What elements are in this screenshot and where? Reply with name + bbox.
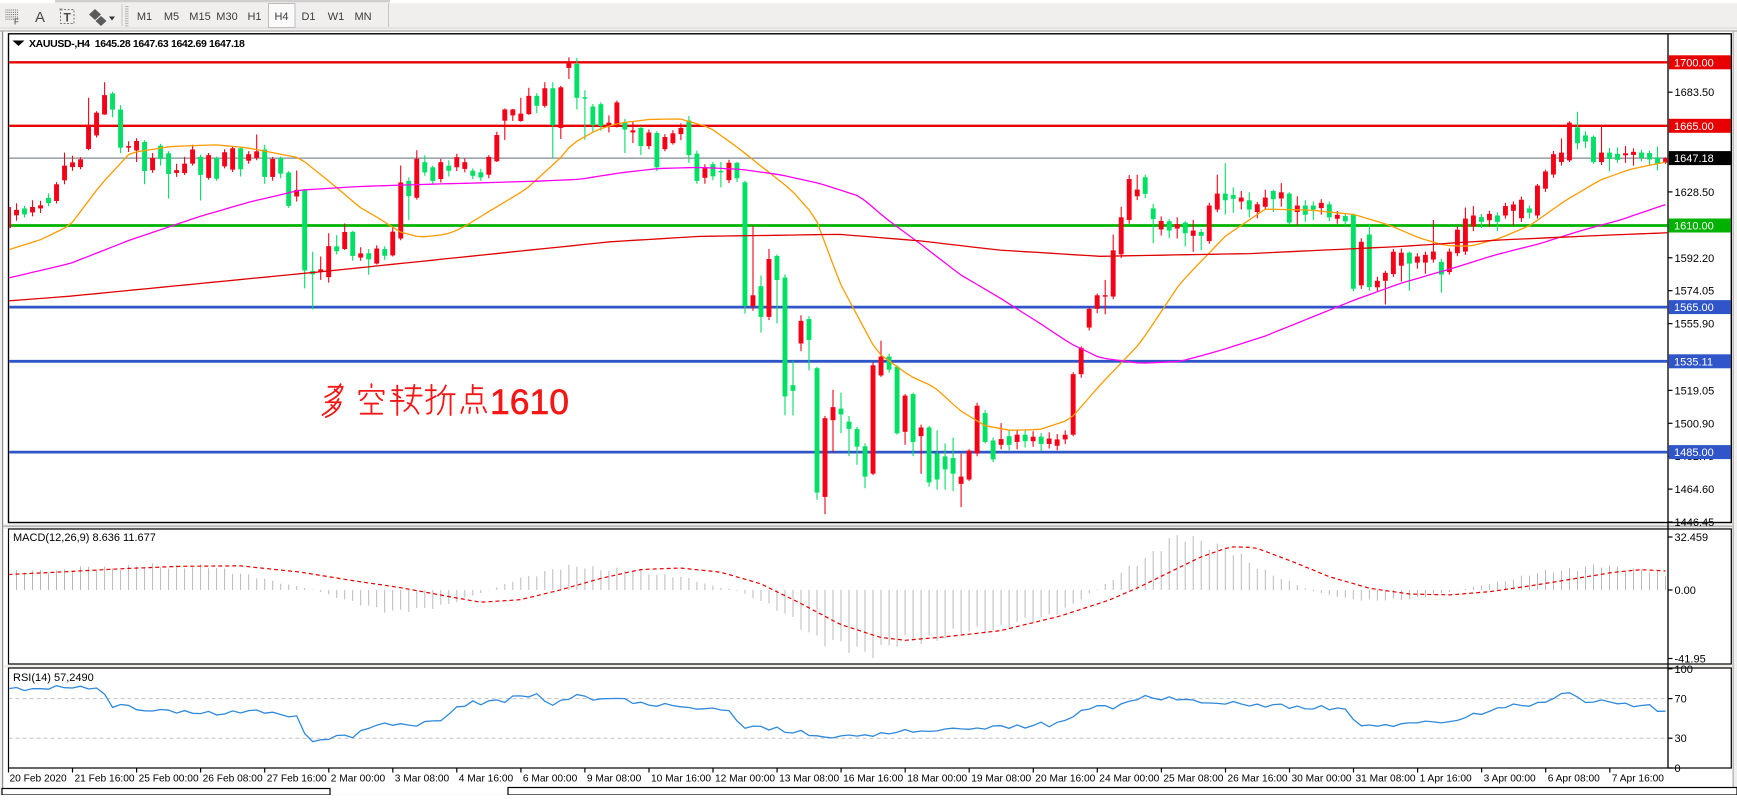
svg-text:XAUUSD-,H4 1645.28 1647.63 16: XAUUSD-,H4 1645.28 1647.63 1642.69 1647.… [29, 38, 245, 50]
svg-text:30: 30 [1675, 733, 1687, 745]
svg-text:13 Mar 08:00: 13 Mar 08:00 [779, 774, 839, 785]
svg-text:70: 70 [1675, 694, 1687, 706]
svg-text:1500.90: 1500.90 [1675, 418, 1715, 430]
svg-text:27 Feb 16:00: 27 Feb 16:00 [267, 774, 327, 785]
svg-text:1565.00: 1565.00 [1674, 302, 1714, 314]
svg-text:H4: H4 [274, 11, 288, 23]
svg-text:31 Mar 08:00: 31 Mar 08:00 [1356, 774, 1416, 785]
svg-text:25 Mar 08:00: 25 Mar 08:00 [1163, 774, 1223, 785]
svg-text:26 Mar 16:00: 26 Mar 16:00 [1228, 774, 1288, 785]
svg-text:1628.50: 1628.50 [1675, 187, 1715, 199]
svg-text:1610.00: 1610.00 [1674, 221, 1714, 233]
svg-text:1610: 1610 [490, 382, 569, 422]
svg-text:T: T [64, 11, 72, 25]
svg-text:25 Feb 00:00: 25 Feb 00:00 [139, 774, 199, 785]
svg-text:1555.90: 1555.90 [1675, 319, 1715, 331]
svg-text:4 Mar 16:00: 4 Mar 16:00 [459, 774, 514, 785]
svg-text:10 Mar 16:00: 10 Mar 16:00 [651, 774, 711, 785]
svg-text:9 Mar 08:00: 9 Mar 08:00 [587, 774, 642, 785]
svg-text:26 Feb 08:00: 26 Feb 08:00 [203, 774, 263, 785]
svg-text:1535.11: 1535.11 [1674, 356, 1713, 368]
svg-text:20 Mar 16:00: 20 Mar 16:00 [1035, 774, 1095, 785]
svg-text:1519.05: 1519.05 [1675, 385, 1715, 397]
svg-text:0.00: 0.00 [1675, 585, 1696, 597]
svg-text:H1: H1 [247, 11, 261, 23]
svg-text:1464.60: 1464.60 [1675, 484, 1715, 496]
svg-text:1446.45: 1446.45 [1675, 517, 1715, 529]
svg-text:1592.20: 1592.20 [1675, 253, 1715, 265]
svg-text:F: F [14, 18, 19, 27]
svg-text:1683.50: 1683.50 [1675, 87, 1715, 99]
svg-text:7 Apr 16:00: 7 Apr 16:00 [1612, 774, 1664, 785]
svg-text:6 Apr 08:00: 6 Apr 08:00 [1548, 774, 1600, 785]
svg-text:MACD(12,26,9) 8.636 11.677: MACD(12,26,9) 8.636 11.677 [13, 532, 156, 544]
svg-text:32.459: 32.459 [1675, 532, 1709, 544]
svg-text:1700.00: 1700.00 [1674, 57, 1714, 69]
svg-text:M15: M15 [189, 11, 210, 23]
svg-text:30 Mar 00:00: 30 Mar 00:00 [1292, 774, 1352, 785]
svg-text:1647.18: 1647.18 [1674, 153, 1714, 165]
svg-text:20 Feb 2020: 20 Feb 2020 [10, 774, 68, 785]
svg-text:3 Mar 08:00: 3 Mar 08:00 [395, 774, 450, 785]
svg-text:2 Mar 00:00: 2 Mar 00:00 [331, 774, 386, 785]
svg-text:16 Mar 16:00: 16 Mar 16:00 [843, 774, 903, 785]
svg-text:-41.95: -41.95 [1675, 654, 1706, 666]
svg-text:1485.00: 1485.00 [1674, 447, 1714, 459]
svg-text:3 Apr 00:00: 3 Apr 00:00 [1484, 774, 1536, 785]
svg-text:24 Mar 00:00: 24 Mar 00:00 [1099, 774, 1159, 785]
svg-text:100: 100 [1675, 664, 1693, 676]
svg-text:A: A [35, 9, 45, 26]
svg-text:1 Apr 16:00: 1 Apr 16:00 [1420, 774, 1472, 785]
svg-text:0: 0 [1675, 763, 1681, 775]
svg-text:12 Mar 00:00: 12 Mar 00:00 [715, 774, 775, 785]
svg-text:M30: M30 [216, 11, 237, 23]
svg-text:MN: MN [354, 11, 371, 23]
svg-text:M1: M1 [137, 11, 152, 23]
svg-text:19 Mar 08:00: 19 Mar 08:00 [971, 774, 1031, 785]
svg-text:W1: W1 [328, 11, 345, 23]
svg-text:M5: M5 [164, 11, 179, 23]
svg-text:D1: D1 [301, 11, 315, 23]
svg-text:1665.00: 1665.00 [1674, 121, 1714, 133]
svg-text:21 Feb 16:00: 21 Feb 16:00 [75, 774, 135, 785]
svg-text:18 Mar 00:00: 18 Mar 00:00 [907, 774, 967, 785]
svg-text:6 Mar 00:00: 6 Mar 00:00 [523, 774, 578, 785]
svg-text:RSI(14) 57,2490: RSI(14) 57,2490 [13, 672, 94, 684]
svg-text:1574.05: 1574.05 [1675, 286, 1715, 298]
